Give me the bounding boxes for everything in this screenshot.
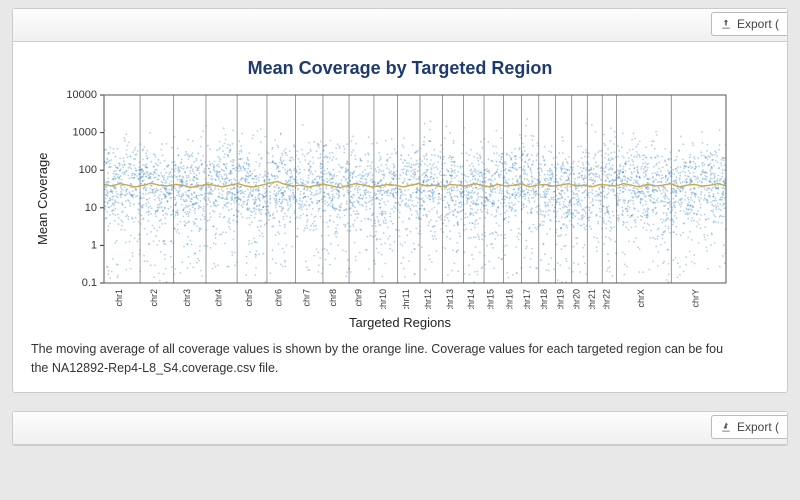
export-button[interactable]: Export ( [711, 12, 787, 36]
svg-text:chr7: chr7 [301, 289, 311, 307]
svg-text:chr21: chr21 [587, 289, 597, 309]
svg-text:10000: 10000 [66, 89, 97, 101]
svg-text:1000: 1000 [73, 127, 97, 139]
svg-text:chr9: chr9 [354, 289, 364, 307]
next-panel: Export ( [12, 411, 788, 446]
svg-text:chr10: chr10 [378, 289, 388, 309]
svg-text:10: 10 [85, 202, 97, 214]
export-icon [720, 421, 732, 433]
y-axis-label: Mean Coverage [31, 89, 54, 309]
svg-text:chr3: chr3 [182, 289, 192, 307]
svg-text:100: 100 [79, 164, 97, 176]
svg-text:chr18: chr18 [539, 289, 549, 309]
svg-text:chr15: chr15 [486, 289, 496, 309]
svg-text:chr1: chr1 [114, 289, 124, 307]
chart-title: Mean Coverage by Targeted Region [31, 58, 769, 79]
svg-text:chr8: chr8 [328, 289, 338, 307]
coverage-chart: 0.1 1 10 100 1000 10000 chr1 chr2 chr3 chr4 chr5 ch… [54, 89, 734, 309]
export-label-2: Export ( [737, 420, 779, 434]
chart-caption: The moving average of all coverage value… [31, 340, 769, 378]
svg-text:chr22: chr22 [601, 289, 611, 309]
svg-text:chr6: chr6 [273, 289, 283, 307]
coverage-panel: Export ( Mean Coverage by Targeted Regio… [12, 8, 788, 393]
svg-text:chr13: chr13 [445, 289, 455, 309]
export-label: Export ( [737, 17, 779, 31]
svg-text:0.1: 0.1 [82, 277, 97, 289]
svg-text:chr20: chr20 [572, 289, 582, 309]
svg-text:chr12: chr12 [423, 289, 433, 309]
svg-text:chr4: chr4 [214, 289, 224, 307]
caption-line-2: the NA12892-Rep4-L8_S4.coverage.csv file… [31, 361, 278, 375]
panel-body: Mean Coverage by Targeted Region Mean Co… [13, 42, 787, 392]
x-axis-label: Targeted Regions [31, 315, 769, 330]
caption-line-1: The moving average of all coverage value… [31, 342, 723, 356]
svg-text:chrY: chrY [691, 289, 701, 308]
svg-text:chr19: chr19 [556, 289, 566, 309]
svg-text:chr5: chr5 [244, 289, 254, 307]
export-icon [720, 18, 732, 30]
svg-text:chr17: chr17 [522, 289, 532, 309]
export-button-2[interactable]: Export ( [711, 415, 787, 439]
svg-text:chr2: chr2 [149, 289, 159, 307]
svg-text:1: 1 [91, 239, 97, 251]
svg-text:chr14: chr14 [466, 289, 476, 309]
panel-header: Export ( [13, 9, 787, 42]
panel-header-2: Export ( [13, 412, 787, 445]
svg-text:chr11: chr11 [401, 289, 411, 309]
svg-text:chr16: chr16 [504, 289, 514, 309]
svg-text:chrX: chrX [636, 289, 646, 308]
